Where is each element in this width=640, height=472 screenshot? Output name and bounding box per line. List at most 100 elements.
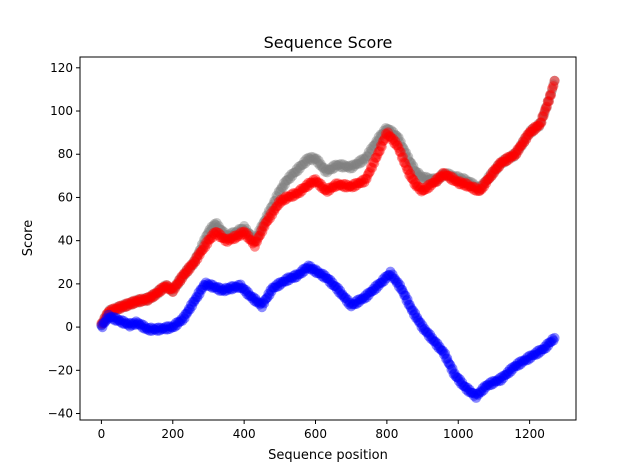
data-point [238, 227, 249, 238]
data-point [498, 154, 509, 165]
data-point [436, 171, 447, 182]
data-point [532, 346, 543, 357]
y-tick-label: 120 [50, 61, 73, 75]
data-point [394, 146, 405, 157]
data-point [154, 284, 165, 295]
data-point [492, 374, 503, 385]
data-point [113, 304, 124, 315]
data-point [378, 125, 389, 136]
data-point [174, 317, 185, 328]
data-point [179, 267, 190, 278]
data-point [156, 282, 167, 293]
data-point [268, 199, 279, 210]
data-point [364, 166, 375, 177]
data-point [473, 186, 484, 197]
data-point [532, 120, 543, 131]
y-tick-label: 40 [58, 234, 73, 248]
data-point [512, 358, 523, 369]
data-point [229, 228, 240, 239]
data-point [521, 355, 532, 366]
data-point [481, 178, 492, 189]
data-point [499, 370, 510, 381]
data-point [296, 160, 307, 171]
data-point [341, 296, 352, 307]
data-point [340, 160, 351, 171]
data-point [286, 273, 297, 284]
data-point [217, 232, 228, 243]
data-point [274, 280, 285, 291]
data-point [348, 179, 359, 190]
data-point [190, 257, 201, 268]
data-point [154, 325, 165, 336]
data-point [145, 293, 156, 304]
data-point [460, 174, 471, 185]
data-point [544, 91, 555, 102]
data-point [415, 182, 426, 193]
data-point [386, 125, 397, 136]
data-point [204, 224, 215, 235]
data-point [273, 186, 284, 197]
data-point [238, 283, 249, 294]
data-point [216, 285, 227, 296]
data-point [468, 181, 479, 192]
data-point [218, 233, 229, 244]
data-point [315, 178, 326, 189]
data-point [319, 272, 330, 283]
data-point [395, 136, 406, 147]
data-point [188, 260, 199, 271]
data-point [458, 172, 469, 183]
data-point [391, 140, 402, 151]
data-point [500, 370, 511, 381]
data-point [193, 249, 204, 260]
data-point [518, 135, 529, 146]
data-point [284, 275, 295, 286]
data-point [126, 296, 137, 307]
data-point [223, 283, 234, 294]
data-point [497, 156, 508, 167]
data-point [164, 284, 175, 295]
data-point [288, 168, 299, 179]
data-point [225, 230, 236, 241]
data-point [165, 284, 176, 295]
data-point [515, 141, 526, 152]
data-point [330, 178, 341, 189]
data-point [391, 277, 402, 288]
data-point [242, 232, 253, 243]
data-point [233, 230, 244, 241]
x-axis-label: Sequence position [268, 448, 388, 463]
data-point [296, 268, 307, 279]
data-point [533, 348, 544, 359]
chart-title: Sequence Score [264, 33, 393, 52]
data-point [120, 301, 131, 312]
data-point [425, 178, 436, 189]
data-point [452, 174, 463, 185]
data-point [187, 260, 198, 271]
data-point [131, 295, 142, 306]
data-point [350, 159, 361, 170]
data-point [255, 298, 266, 309]
data-point [304, 263, 315, 274]
data-point [176, 272, 187, 283]
data-point [450, 371, 461, 382]
data-point [258, 297, 269, 308]
data-point [356, 176, 367, 187]
data-point [543, 95, 554, 106]
data-point [434, 172, 445, 183]
data-point [316, 161, 327, 172]
data-point [137, 294, 148, 305]
data-point [298, 182, 309, 193]
data-point [443, 168, 454, 179]
data-point [500, 153, 511, 164]
data-point [478, 385, 489, 396]
data-point [125, 300, 136, 311]
data-point [356, 295, 367, 306]
data-point [178, 269, 189, 280]
data-point [335, 285, 346, 296]
data-point [306, 151, 317, 162]
data-point [323, 273, 334, 284]
data-point [430, 336, 441, 347]
data-point [529, 350, 539, 361]
data-point [541, 343, 552, 354]
data-point [414, 184, 425, 195]
data-point [342, 162, 353, 173]
